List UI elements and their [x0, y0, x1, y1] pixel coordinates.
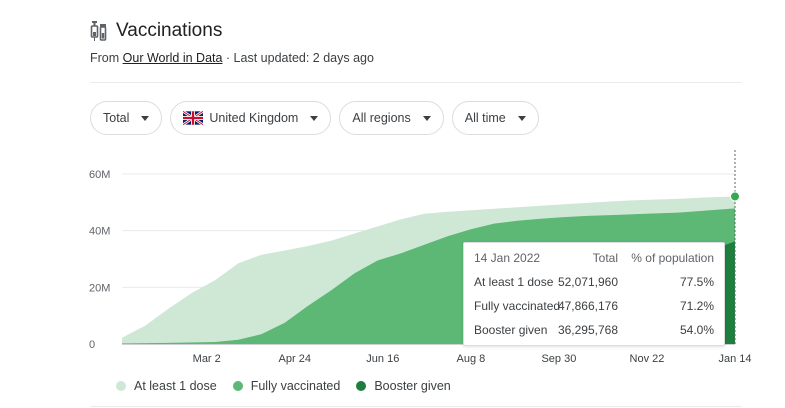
tooltip-row-total: 52,071,960 — [557, 275, 618, 289]
tooltip-row: Booster given 36,295,768 54.0% — [474, 323, 714, 339]
y-tick-label: 0 — [89, 339, 95, 351]
chevron-down-icon — [422, 115, 431, 121]
x-tick-label: Nov 22 — [630, 353, 665, 365]
legend-label: Fully vaccinated — [250, 379, 341, 393]
filter-country[interactable]: United Kingdom — [170, 101, 332, 135]
tooltip-col-total: Total — [592, 251, 618, 265]
x-tick-label: Jan 14 — [718, 353, 751, 365]
tooltip-row-pct: 77.5% — [679, 275, 714, 289]
tooltip-row-pct: 71.2% — [679, 299, 714, 313]
chevron-down-icon — [310, 115, 319, 121]
legend-item-at-least-one-dose[interactable]: At least 1 dose — [116, 379, 217, 393]
source-link[interactable]: Our World in Data — [122, 51, 223, 65]
hover-point — [730, 191, 740, 202]
tooltip-header: 14 Jan 2022 Total % of population — [474, 251, 714, 267]
tooltip-row-total: 47,866,176 — [557, 299, 618, 313]
source-line: From Our World in Data · Last updated: 2… — [90, 51, 374, 65]
filter-bar: Total United Kingdom All regions All tim… — [90, 101, 539, 135]
x-tick-label: Aug 8 — [456, 353, 485, 365]
x-tick-label: Sep 30 — [541, 353, 576, 365]
legend-dot — [116, 381, 126, 391]
bottom-divider — [90, 406, 742, 407]
legend-label: Booster given — [374, 379, 451, 393]
top-divider — [90, 82, 742, 83]
chevron-down-icon — [517, 115, 526, 121]
source-prefix: From — [90, 51, 123, 65]
x-tick-label: Apr 24 — [279, 353, 311, 365]
y-tick-label: 20M — [89, 282, 110, 294]
legend-dot — [232, 381, 243, 391]
filter-time-range[interactable]: All time — [451, 101, 539, 135]
y-tick-label: 60M — [89, 169, 110, 181]
legend-label: At least 1 dose — [134, 379, 217, 393]
tooltip-row-label: At least 1 dose — [474, 275, 554, 289]
tooltip-date: 14 Jan 2022 — [474, 251, 541, 265]
tooltip-row-label: Fully vaccinated — [474, 299, 561, 313]
chart-legend: At least 1 dose Fully vaccinated Booster… — [116, 379, 467, 393]
card-header: Vaccinations — [90, 20, 222, 42]
y-tick-label: 40M — [89, 226, 110, 238]
chevron-down-icon — [141, 115, 150, 121]
filter-time-range-label: All time — [464, 111, 506, 125]
filter-region-label: All regions — [352, 111, 411, 125]
filter-measure-label: Total — [103, 111, 130, 125]
x-tick-label: Mar 2 — [193, 353, 221, 365]
filter-region[interactable]: All regions — [339, 101, 444, 135]
legend-dot — [356, 381, 367, 391]
legend-item-fully-vaccinated[interactable]: Fully vaccinated — [232, 379, 341, 393]
uk-flag-icon — [183, 111, 204, 125]
tooltip-row-pct: 54.0% — [679, 323, 714, 337]
tooltip-col-pct: % of population — [631, 251, 714, 265]
tooltip-row-total: 36,295,768 — [557, 323, 618, 337]
filter-country-label: United Kingdom — [209, 111, 299, 125]
page-title: Vaccinations — [116, 20, 223, 41]
tooltip-row: Fully vaccinated 47,866,176 71.2% — [474, 299, 714, 315]
tooltip-row: At least 1 dose 52,071,960 77.5% — [474, 275, 714, 291]
syringe-vial-icon — [90, 21, 107, 41]
chart-tooltip: 14 Jan 2022 Total % of population At lea… — [463, 242, 725, 346]
filter-measure[interactable]: Total — [90, 101, 163, 135]
legend-item-booster-given[interactable]: Booster given — [356, 379, 451, 393]
tooltip-row-label: Booster given — [474, 323, 548, 337]
last-updated: · Last updated: 2 days ago — [222, 51, 374, 65]
x-tick-label: Jun 16 — [366, 353, 399, 365]
